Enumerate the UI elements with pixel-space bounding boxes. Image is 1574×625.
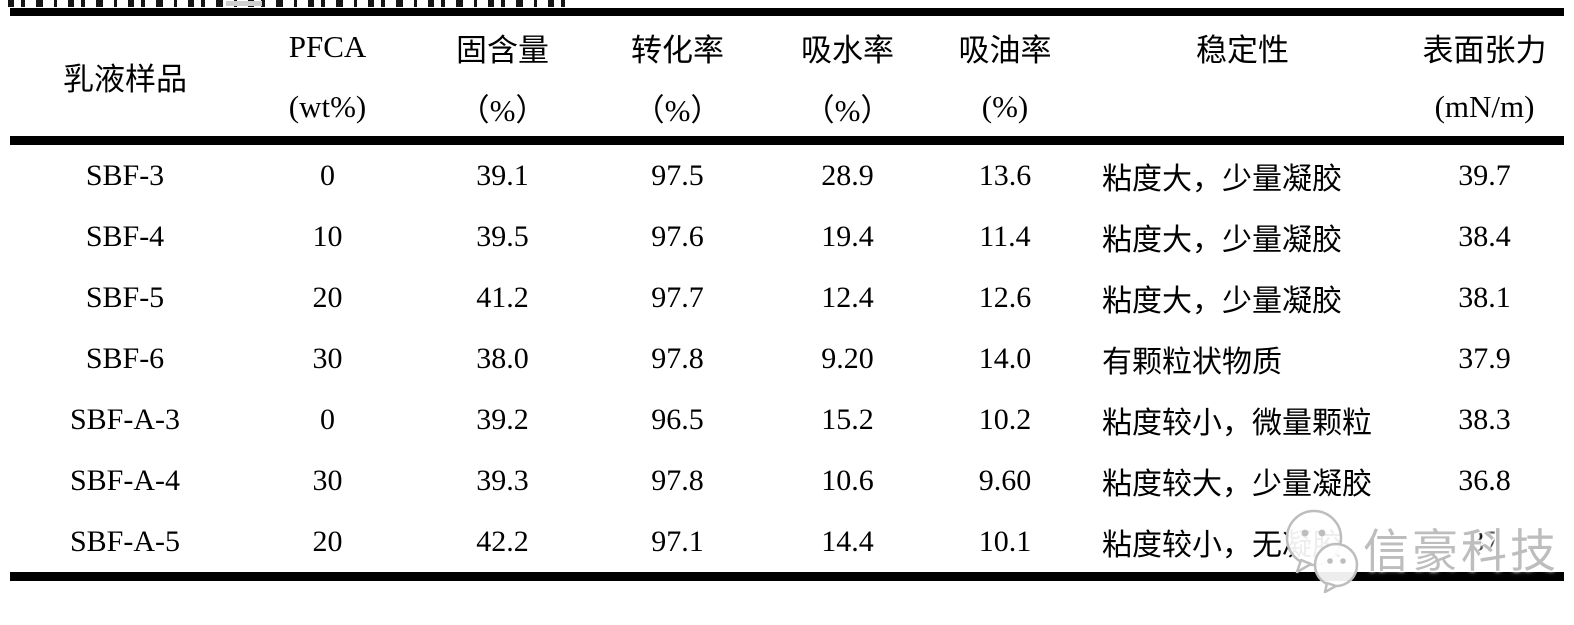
col-header-oil-unit: (%) — [981, 89, 1029, 124]
cell-sample: SBF-6 — [85, 341, 165, 375]
table-body: SBF-3 0 39.1 97.5 28.9 13.6 粘度大，少量凝胶 39.7 SBF-4 1… — [10, 141, 1564, 577]
cell-oil: 10.1 — [978, 524, 1032, 558]
cell-oil: 11.4 — [979, 219, 1031, 253]
cell-water: 15.2 — [821, 402, 874, 436]
col-header-stability: 稳定性 — [1080, 12, 1405, 141]
cell-stability: 粘度较大，少量凝胶 — [1102, 467, 1372, 501]
cell-solid: 39.1 — [476, 158, 529, 192]
col-header-pfca-title: PFCA — [288, 29, 367, 64]
cell-conversion: 97.6 — [651, 219, 704, 253]
cell-water: 10.6 — [821, 463, 874, 497]
col-header-solid-unit: （%） — [458, 92, 547, 128]
cropped-caption-strokes — [8, 0, 568, 7]
col-header-surface-tension: 表面张力 (mN/m) — [1405, 12, 1564, 141]
cell-solid: 39.2 — [476, 402, 529, 436]
cell-oil: 14.0 — [978, 341, 1032, 375]
col-header-oil-title: 吸油率 — [958, 32, 1052, 68]
cell-surface: 36.8 — [1458, 463, 1511, 497]
cell-conversion: 96.5 — [651, 402, 704, 436]
cell-pfca: 10 — [312, 219, 343, 253]
cell-oil: 10.2 — [978, 402, 1032, 436]
cell-oil: 9.60 — [978, 463, 1032, 497]
col-header-conversion-unit: （%） — [633, 92, 722, 128]
cell-pfca: 0 — [320, 158, 335, 192]
col-header-oil-absorption: 吸油率 (%) — [930, 12, 1080, 141]
cell-surface: 39.7 — [1458, 158, 1511, 192]
col-header-stability-title: 稳定性 — [1196, 32, 1289, 68]
col-header-water-title: 吸水率 — [801, 32, 894, 68]
col-header-solid-content: 固含量 （%） — [415, 12, 590, 141]
cell-oil: 12.6 — [978, 280, 1032, 314]
cell-surface: 37.9 — [1458, 341, 1511, 375]
cell-solid: 42.2 — [476, 524, 529, 558]
table-row: SBF-5 20 41.2 97.7 12.4 12.6 粘度大，少量凝胶 38.1 — [10, 267, 1564, 328]
cell-conversion: 97.8 — [651, 341, 704, 375]
table-row: SBF-A-5 20 42.2 97.1 14.4 10.1 粘度较小，无凝胶 37 — [10, 511, 1564, 577]
col-header-water-unit: （%） — [803, 92, 892, 128]
cell-stability: 粘度较小，微量颗粒 — [1102, 406, 1372, 440]
cell-water: 14.4 — [821, 524, 874, 558]
cell-water: 9.20 — [821, 341, 874, 375]
emulsion-properties-table: 乳液样品 PFCA (wt%) 固含量 （%） 转化率 （%） 吸水率 （%） … — [10, 8, 1564, 581]
cell-sample: SBF-5 — [85, 280, 165, 314]
col-header-solid-title: 固含量 — [456, 32, 549, 68]
cell-sample: SBF-A-5 — [69, 524, 181, 558]
cell-pfca: 0 — [320, 402, 335, 436]
cell-conversion: 97.7 — [651, 280, 704, 314]
cell-stability: 有颗粒状物质 — [1102, 345, 1282, 379]
col-header-sample-title: 乳液样品 — [63, 61, 187, 97]
cell-water: 28.9 — [821, 158, 874, 192]
cell-conversion: 97.5 — [651, 158, 704, 192]
table-row: SBF-A-3 0 39.2 96.5 15.2 10.2 粘度较小，微量颗粒 38.3 — [10, 389, 1564, 450]
cell-stability: 粘度大，少量凝胶 — [1102, 223, 1342, 257]
table-header: 乳液样品 PFCA (wt%) 固含量 （%） 转化率 （%） 吸水率 （%） … — [10, 12, 1564, 141]
cell-stability: 粘度大，少量凝胶 — [1102, 162, 1342, 196]
col-header-surface-title: 表面张力 — [1422, 32, 1547, 68]
cell-conversion: 97.8 — [651, 463, 704, 497]
cell-surface: 37 — [1469, 524, 1500, 558]
cell-surface: 38.3 — [1458, 402, 1511, 436]
cell-sample: SBF-A-3 — [69, 402, 181, 436]
cell-pfca: 30 — [312, 341, 343, 375]
table-row: SBF-3 0 39.1 97.5 28.9 13.6 粘度大，少量凝胶 39.7 — [10, 141, 1564, 207]
cell-solid: 39.5 — [476, 219, 529, 253]
cell-sample: SBF-3 — [85, 158, 165, 192]
col-header-conversion: 转化率 （%） — [590, 12, 765, 141]
cell-water: 12.4 — [821, 280, 874, 314]
cell-stability: 粘度大，少量凝胶 — [1102, 284, 1342, 318]
cell-sample: SBF-4 — [85, 219, 165, 253]
col-header-stability-unit — [1080, 78, 1405, 136]
col-header-sample: 乳液样品 — [10, 12, 240, 141]
col-header-conversion-title: 转化率 — [631, 32, 724, 68]
cell-water: 19.4 — [821, 219, 874, 253]
cell-solid: 38.0 — [476, 341, 529, 375]
cell-stability: 粘度较小，无凝胶 — [1102, 528, 1342, 562]
col-header-pfca-unit: (wt%) — [288, 89, 367, 124]
cell-pfca: 20 — [312, 524, 343, 558]
col-header-surface-unit: (mN/m) — [1434, 89, 1535, 124]
cell-sample: SBF-A-4 — [69, 463, 181, 497]
cell-oil: 13.6 — [978, 158, 1032, 192]
cell-conversion: 97.1 — [651, 524, 704, 558]
table-row: SBF-4 10 39.5 97.6 19.4 11.4 粘度大，少量凝胶 38.4 — [10, 206, 1564, 267]
table-row: SBF-A-4 30 39.3 97.8 10.6 9.60 粘度较大，少量凝胶 36.8 — [10, 450, 1564, 511]
col-header-water-absorption: 吸水率 （%） — [765, 12, 930, 141]
cell-solid: 41.2 — [476, 280, 529, 314]
col-header-pfca: PFCA (wt%) — [240, 12, 415, 141]
cell-pfca: 30 — [312, 463, 343, 497]
cell-pfca: 20 — [312, 280, 343, 314]
cell-surface: 38.1 — [1458, 280, 1511, 314]
cell-surface: 38.4 — [1458, 219, 1511, 253]
cell-solid: 39.3 — [476, 463, 529, 497]
table-row: SBF-6 30 38.0 97.8 9.20 14.0 有颗粒状物质 37.9 — [10, 328, 1564, 389]
